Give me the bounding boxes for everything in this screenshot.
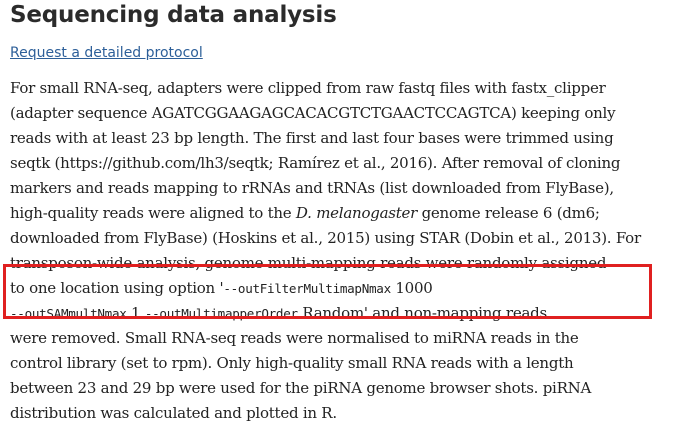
text-segment: For small RNA-seq, adapters were clipped… (10, 79, 606, 97)
paragraph-line: were removed. Small RNA-seq reads were n… (10, 326, 678, 351)
text-segment: were removed. Small RNA-seq reads were n… (10, 329, 579, 347)
text-segment: markers and reads mapping to rRNAs and t… (10, 179, 614, 197)
text-segment: genome release 6 (dm6; (417, 204, 600, 222)
text-segment: 1000 (390, 279, 433, 297)
text-segment: reads with at least 23 bp length. The fi… (10, 129, 614, 147)
text-segment: to one location using option ' (10, 279, 224, 297)
paragraph-line: --outSAMmultNmax 1 --outMultimapperOrder… (10, 301, 678, 326)
paragraph-line: high-quality reads were aligned to the D… (10, 201, 678, 226)
text-segment: transposon-wide analysis, genome multi-m… (10, 254, 607, 272)
text-segment: 1 (126, 304, 145, 322)
text-segment: high-quality reads were aligned to the (10, 204, 296, 222)
paragraph-line: reads with at least 23 bp length. The fi… (10, 126, 678, 151)
code-option: --outSAMmultNmax (10, 306, 127, 321)
methods-paragraph: For small RNA-seq, adapters were clipped… (10, 76, 678, 426)
paragraph-line: markers and reads mapping to rRNAs and t… (10, 176, 678, 201)
paragraph-line: (adapter sequence AGATCGGAAGAGCACACGTCTG… (10, 101, 678, 126)
species-name: D. melanogaster (295, 204, 418, 222)
paragraph-line: to one location using option '--outFilte… (10, 276, 678, 301)
text-segment: distribution was calculated and plotted … (10, 404, 337, 422)
paragraph-line: between 23 and 29 bp were used for the p… (10, 376, 678, 401)
text-segment: between 23 and 29 bp were used for the p… (10, 379, 592, 397)
paragraph-line: distribution was calculated and plotted … (10, 401, 678, 426)
paragraph-line: transposon-wide analysis, genome multi-m… (10, 251, 678, 276)
text-segment: Random' and non-mapping reads (297, 304, 547, 322)
paragraph-line: control library (set to rpm). Only high-… (10, 351, 678, 376)
code-option: --outMultimapperOrder (144, 306, 298, 321)
text-segment: downloaded from FlyBase) (Hoskins et al.… (10, 229, 641, 247)
request-protocol-link[interactable]: Request a detailed protocol (10, 45, 203, 61)
paragraph-line: seqtk (https://github.com/lh3/seqtk; Ram… (10, 151, 678, 176)
text-segment: control library (set to rpm). Only high-… (10, 354, 574, 372)
text-segment: (adapter sequence AGATCGGAAGAGCACACGTCTG… (10, 104, 616, 122)
code-option: --outFilterMultimapNmax (223, 281, 391, 296)
paragraph-line: downloaded from FlyBase) (Hoskins et al.… (10, 226, 678, 251)
paragraph-line: For small RNA-seq, adapters were clipped… (10, 76, 678, 101)
section-heading: Sequencing data analysis (10, 2, 337, 28)
text-segment: seqtk (https://github.com/lh3/seqtk; Ram… (10, 154, 621, 172)
